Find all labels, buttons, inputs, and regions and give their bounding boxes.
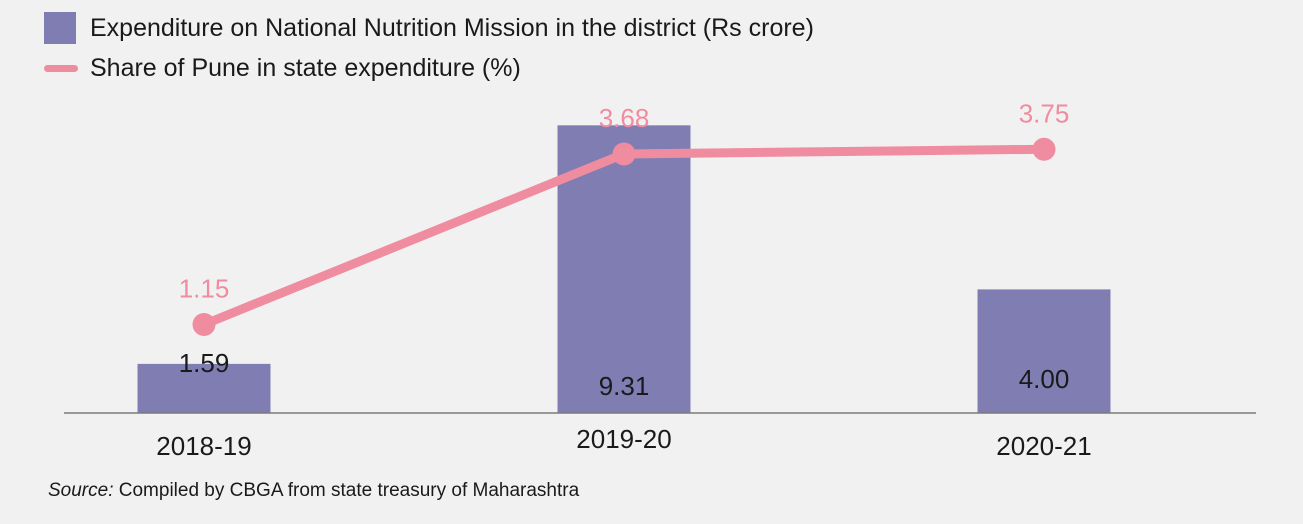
- legend: Expenditure on National Nutrition Missio…: [44, 8, 814, 88]
- legend-line-label: Share of Pune in state expenditure (%): [90, 53, 521, 82]
- source-text: Compiled by CBGA from state treasury of …: [113, 480, 580, 501]
- bar: [137, 363, 271, 413]
- legend-bar-swatch: [44, 12, 76, 44]
- x-tick-label: 2020-21: [996, 431, 1091, 461]
- legend-bar-label: Expenditure on National Nutrition Missio…: [90, 13, 814, 42]
- x-tick-label: 2019-20: [576, 424, 671, 454]
- line-value-label: 1.15: [179, 273, 230, 303]
- bar: [977, 289, 1111, 413]
- x-tick-label: 2018-19: [156, 431, 251, 461]
- line-value-label: 3.75: [1019, 98, 1070, 128]
- line-point: [192, 312, 216, 336]
- line-point: [1032, 137, 1056, 161]
- bar-value-label: 1.59: [179, 348, 230, 378]
- line-point: [612, 142, 636, 166]
- source-prefix: Source:: [48, 480, 114, 501]
- legend-item-line: Share of Pune in state expenditure (%): [44, 48, 814, 88]
- legend-item-bar: Expenditure on National Nutrition Missio…: [44, 8, 814, 48]
- source-note: Source: Compiled by CBGA from state trea…: [48, 480, 579, 502]
- legend-line-swatch: [44, 52, 78, 84]
- bar-value-label: 4.00: [1019, 364, 1070, 394]
- line-value-label: 3.68: [599, 103, 650, 133]
- bar-value-label: 9.31: [599, 371, 650, 401]
